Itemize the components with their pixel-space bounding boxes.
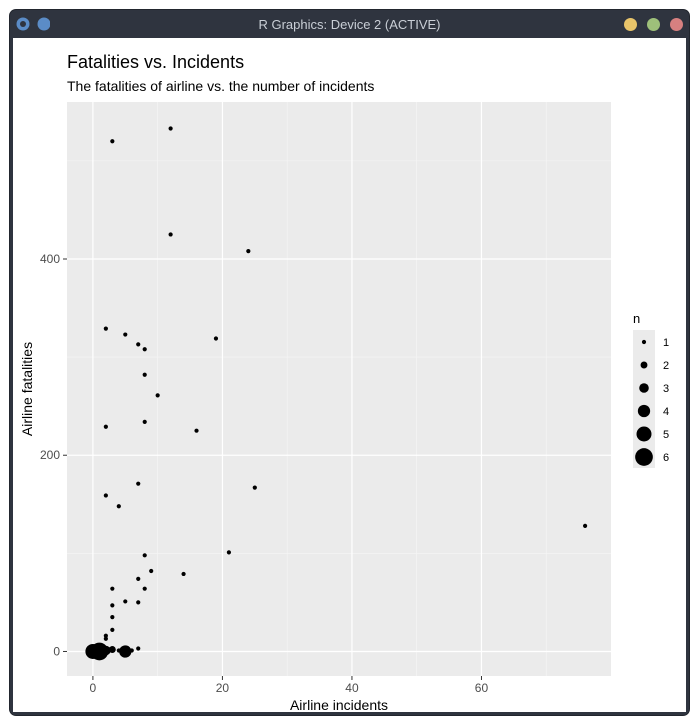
legend-label: 2 xyxy=(663,360,669,372)
data-point xyxy=(136,342,141,347)
data-point xyxy=(110,627,115,632)
y-tick-label: 400 xyxy=(40,252,60,266)
x-tick-label: 20 xyxy=(216,681,230,695)
legend-label: 4 xyxy=(663,406,669,418)
x-tick-label: 0 xyxy=(90,681,97,695)
data-point xyxy=(110,586,115,591)
data-point xyxy=(123,332,128,337)
legend-title: n xyxy=(633,311,640,326)
legend-label: 3 xyxy=(663,383,669,395)
legend-key xyxy=(639,383,649,393)
plot-canvas: Fatalities vs. Incidents The fatalities … xyxy=(13,38,686,713)
data-point xyxy=(119,645,132,658)
data-point xyxy=(142,586,147,591)
x-tick-label: 40 xyxy=(345,681,359,695)
close-button[interactable] xyxy=(624,18,637,31)
data-point xyxy=(582,523,588,528)
data-point xyxy=(168,232,173,237)
maximize-button[interactable] xyxy=(670,18,683,31)
data-point xyxy=(136,600,141,605)
data-point xyxy=(226,550,232,555)
data-point xyxy=(181,571,186,577)
legend-key-background xyxy=(633,330,655,468)
data-point xyxy=(252,485,257,490)
legend-label: 1 xyxy=(663,337,669,349)
scatter-plot: Fatalities vs. Incidents The fatalities … xyxy=(19,52,669,713)
legend-key xyxy=(637,404,651,418)
minimize-button[interactable] xyxy=(647,18,660,31)
app-icons xyxy=(16,17,51,31)
legend-label: 6 xyxy=(663,452,669,464)
legend-key xyxy=(635,448,653,466)
app-icon-inner xyxy=(20,21,26,27)
legend: n 1 2 3 4 5 6 xyxy=(633,311,669,468)
chart-subtitle: The fatalities of airline vs. the number… xyxy=(67,78,374,94)
plot-panel xyxy=(67,102,611,676)
legend-key xyxy=(641,339,647,345)
window-menu-icon[interactable] xyxy=(37,17,51,31)
legend-label: 5 xyxy=(663,429,669,441)
data-point xyxy=(108,646,116,653)
data-point xyxy=(136,576,141,581)
data-point xyxy=(136,646,141,651)
data-point xyxy=(103,326,108,331)
data-point xyxy=(123,599,128,604)
data-point xyxy=(110,615,115,620)
data-point xyxy=(110,139,115,144)
data-point xyxy=(103,424,108,429)
data-point xyxy=(142,553,147,558)
data-point xyxy=(246,249,251,254)
data-point xyxy=(103,636,108,641)
data-point xyxy=(155,393,160,398)
window-title: R Graphics: Device 2 (ACTIVE) xyxy=(258,17,441,32)
data-point xyxy=(142,372,147,377)
r-graphics-window: R Graphics: Device 2 (ACTIVE) Fatalities… xyxy=(10,10,689,715)
legend-key xyxy=(636,426,652,442)
data-point xyxy=(149,568,154,574)
data-point xyxy=(168,126,173,131)
data-point xyxy=(90,642,109,661)
axis-ticks: 0 20 40 60 0 200 400 xyxy=(40,252,489,695)
legend-key xyxy=(640,361,648,369)
y-tick-label: 200 xyxy=(40,448,60,462)
x-axis-label: Airline incidents xyxy=(290,697,388,712)
data-point xyxy=(194,428,199,433)
window-titlebar[interactable]: R Graphics: Device 2 (ACTIVE) xyxy=(10,10,689,38)
y-tick-label: 0 xyxy=(53,644,60,658)
data-point xyxy=(142,347,147,352)
chart-title: Fatalities vs. Incidents xyxy=(67,52,244,72)
x-tick-label: 60 xyxy=(475,681,489,695)
grid-lines xyxy=(67,102,611,676)
data-point xyxy=(213,336,219,341)
y-axis-label: Airline fatalities xyxy=(19,342,35,436)
data-point xyxy=(116,504,121,509)
data-point xyxy=(142,419,147,424)
data-points xyxy=(85,126,588,661)
data-point xyxy=(103,633,108,638)
data-point xyxy=(103,493,108,498)
data-point xyxy=(110,603,115,608)
data-point xyxy=(136,481,141,486)
